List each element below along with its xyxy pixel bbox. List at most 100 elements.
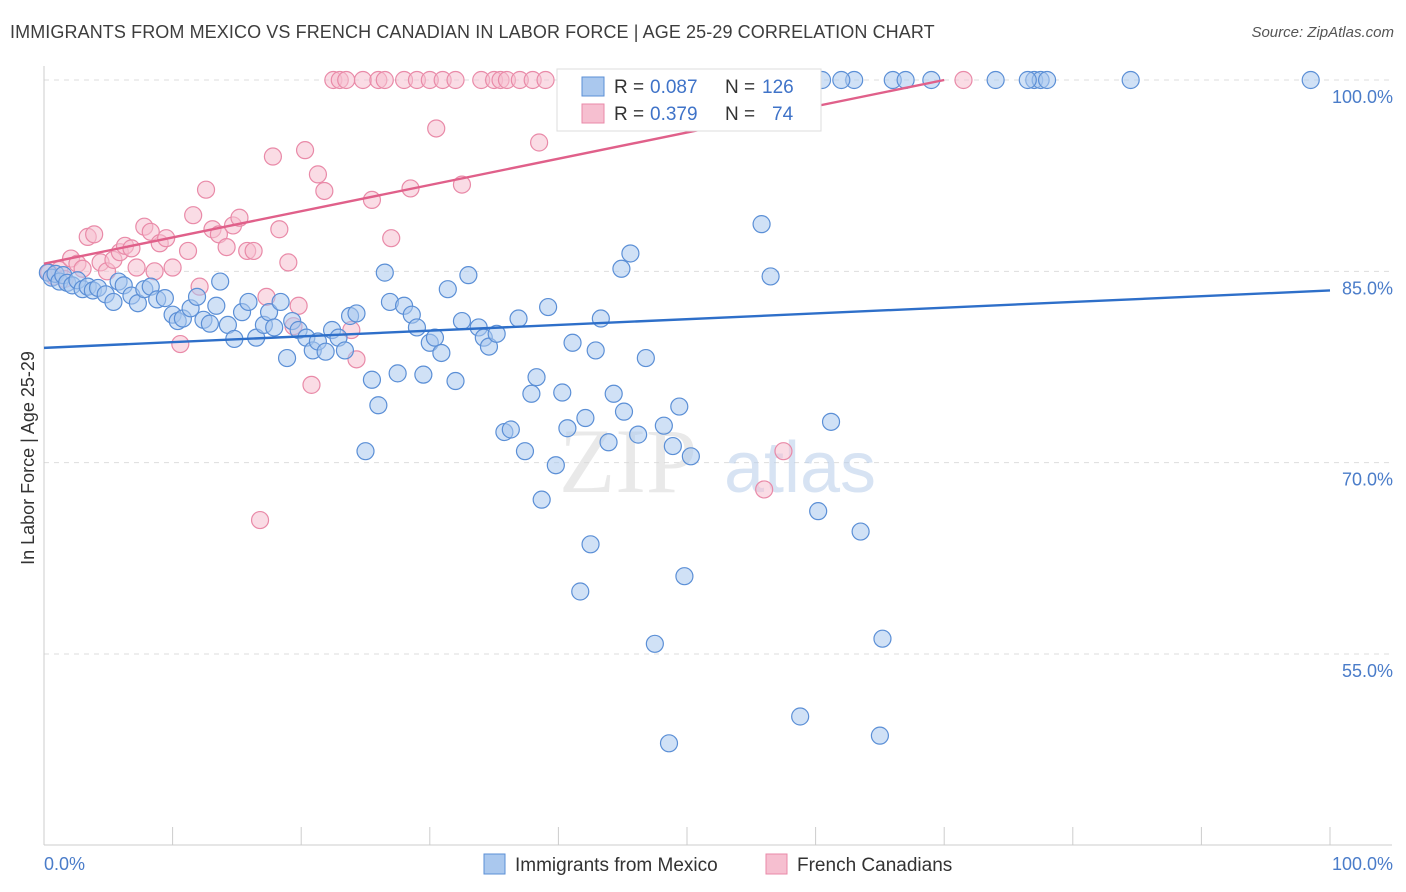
- mexico-point-100: [663, 436, 682, 456]
- stats-legend-swatch-blue: [581, 76, 605, 97]
- x-tick-labels: 0.0% 100.0%: [44, 854, 1393, 874]
- stats-legend-r-label-pink: R =: [614, 104, 644, 125]
- french-canadian-point-59: [427, 119, 446, 138]
- y-tick-label-1: 70.0%: [1342, 470, 1393, 490]
- stats-legend-n-value-blue: 126: [762, 77, 794, 98]
- mexico-point-110: [791, 707, 810, 726]
- y-axis-title: In Labor Force | Age 25-29: [18, 351, 38, 565]
- mexico-point-26: [187, 287, 207, 306]
- mexico-point-120: [986, 70, 1005, 90]
- french-canadian-point-18: [145, 262, 164, 281]
- mexico-point-88: [586, 341, 605, 360]
- french-canadian-point-42: [302, 375, 321, 394]
- mexico-point-49: [335, 341, 355, 360]
- source-label: Source: ZipAtlas.com: [1251, 24, 1394, 41]
- french-canadian-point-38: [279, 253, 298, 272]
- mexico-trend-line: [43, 289, 1331, 350]
- mexico-point-28: [200, 314, 219, 333]
- mexico-point-123: [1037, 70, 1057, 90]
- mexico-point-75: [509, 309, 528, 328]
- mexico-point-124: [1121, 70, 1140, 90]
- mexico-point-66: [446, 371, 465, 391]
- french-canadian-point-24: [184, 206, 203, 225]
- mexico-point-76: [515, 442, 535, 461]
- legend-label-mexico: Immigrants from Mexico: [515, 855, 718, 876]
- mexico-point-72: [487, 324, 506, 343]
- mexico-point-94: [621, 244, 640, 263]
- mexico-point-38: [265, 318, 284, 337]
- mexico-point-125: [1301, 70, 1320, 90]
- french-canadian-point-40: [289, 296, 308, 315]
- mexico-point-68: [459, 266, 478, 285]
- mexico-point-40: [277, 348, 297, 368]
- y-tick-label-0: 55.0%: [1342, 661, 1393, 681]
- mexico-point-102: [675, 567, 694, 586]
- french-canadian-point-53: [375, 70, 394, 90]
- french-canadian-point-50: [353, 70, 373, 90]
- legend-swatch-french-canadians: [765, 853, 788, 875]
- stats-legend-r-value-blue: 0.087: [650, 77, 698, 98]
- axes: [43, 66, 1392, 846]
- legend-label-french-canadians: French Canadians: [797, 855, 952, 876]
- mexico-point-116: [870, 726, 890, 745]
- mexico-point-92: [612, 259, 631, 278]
- mexico-point-55: [375, 263, 394, 282]
- mexico-point-46: [316, 342, 335, 361]
- mexico-point-39: [271, 292, 290, 312]
- mexico-point-93: [614, 402, 634, 421]
- french-canadian-point-73: [954, 70, 973, 90]
- french-canadian-point-8: [85, 225, 104, 244]
- mexico-point-85: [571, 582, 590, 601]
- mexico-point-81: [546, 456, 565, 475]
- mexico-point-114: [851, 522, 870, 541]
- french-canadian-point-43: [308, 165, 328, 184]
- mexico-point-29: [207, 296, 226, 315]
- x-tick-label-1: 100.0%: [1332, 854, 1393, 874]
- mexico-point-65: [438, 280, 457, 299]
- french-canadian-point-14: [122, 239, 141, 258]
- mexico-point-90: [599, 433, 618, 452]
- mexico-point-84: [563, 333, 582, 352]
- stats-legend-r-value-pink: 0.379: [650, 104, 698, 125]
- stats-legend: R = 0.087 N = 126 R = 0.379 N = 74: [556, 68, 822, 132]
- mexico-point-83: [558, 419, 577, 438]
- mexico-point-63: [425, 328, 445, 347]
- mexico-point-79: [532, 490, 551, 509]
- french-canadian-point-34: [250, 510, 270, 530]
- mexico-point-115: [873, 629, 892, 648]
- watermark: ZIP atlas: [559, 410, 876, 512]
- pink-series-points: [40, 70, 973, 530]
- french-canadian-point-15: [127, 258, 146, 277]
- french-canadian-point-72: [774, 442, 793, 461]
- mexico-point-53: [362, 370, 382, 389]
- grid-lines: [44, 79, 1392, 655]
- series-legend: Immigrants from Mexico French Canadians: [483, 853, 952, 876]
- mexico-point-135: [832, 70, 851, 90]
- mexico-point-101: [670, 397, 689, 416]
- mexico-point-80: [539, 297, 558, 317]
- y-tick-label-3: 100.0%: [1332, 87, 1393, 107]
- french-canadian-point-41: [295, 141, 315, 160]
- mexico-point-21: [155, 289, 174, 308]
- watermark-zip: ZIP: [559, 410, 697, 512]
- mexico-point-78: [527, 368, 546, 387]
- mexico-point-61: [414, 365, 433, 384]
- blue-series-points: [38, 70, 1320, 753]
- mexico-point-109: [761, 267, 780, 286]
- stats-legend-swatch-pink: [581, 103, 605, 124]
- mexico-point-13: [104, 292, 123, 312]
- stats-legend-r-label-blue: R =: [614, 77, 644, 98]
- stats-legend-n-value-pink: 74: [772, 104, 794, 125]
- mexico-point-30: [211, 272, 230, 291]
- french-canadian-point-51: [362, 190, 382, 210]
- french-canadian-point-21: [163, 258, 182, 277]
- mexico-point-119: [922, 70, 941, 90]
- watermark-atlas: atlas: [724, 428, 876, 508]
- mexico-point-99: [659, 734, 679, 753]
- x-tick-label-0: 0.0%: [44, 854, 85, 874]
- chart-title: IMMIGRANTS FROM MEXICO VS FRENCH CANADIA…: [10, 22, 935, 42]
- french-canadian-point-54: [382, 229, 401, 248]
- mexico-point-64: [432, 343, 451, 363]
- french-canadian-point-44: [315, 181, 334, 201]
